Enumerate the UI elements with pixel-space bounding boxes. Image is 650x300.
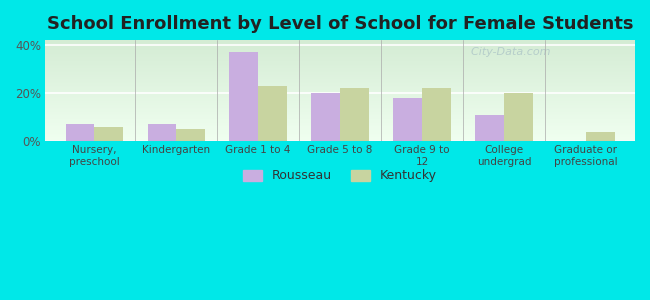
Bar xyxy=(586,131,614,141)
Bar xyxy=(475,115,504,141)
Bar xyxy=(229,52,258,141)
Legend: Rousseau, Kentucky: Rousseau, Kentucky xyxy=(239,164,442,188)
Bar xyxy=(148,124,176,141)
Bar xyxy=(66,124,94,141)
Bar xyxy=(340,88,369,141)
Title: School Enrollment by Level of School for Female Students: School Enrollment by Level of School for… xyxy=(47,15,633,33)
Bar xyxy=(311,93,340,141)
Bar xyxy=(422,88,450,141)
Bar xyxy=(393,98,422,141)
Bar xyxy=(258,86,287,141)
Bar xyxy=(504,93,532,141)
Bar xyxy=(176,129,205,141)
Text: City-Data.com: City-Data.com xyxy=(464,47,551,57)
Bar xyxy=(94,127,123,141)
